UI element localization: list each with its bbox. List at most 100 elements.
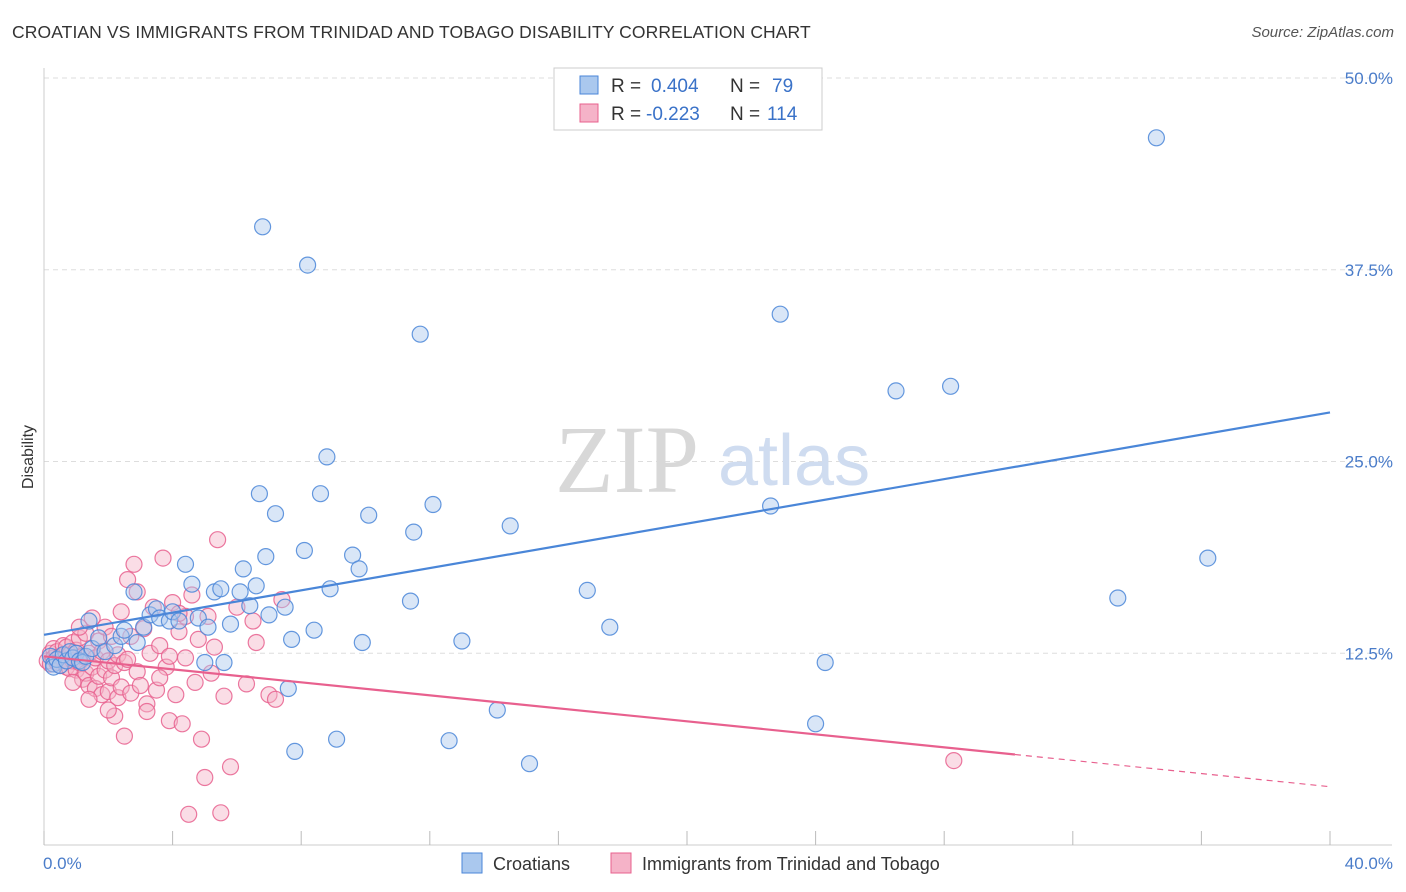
trinidad-point-91 — [99, 701, 117, 719]
series-croatians-points — [41, 129, 1217, 773]
trinidad-point-90 — [80, 690, 98, 708]
croatians-point-19 — [115, 621, 134, 639]
croatians-point-55 — [318, 448, 336, 466]
croatians-point-67 — [453, 632, 471, 650]
croatians-point-59 — [350, 560, 368, 578]
trinidad-point-100 — [945, 751, 963, 770]
trinidad-point-95 — [205, 638, 223, 656]
trinidad-point-85 — [212, 804, 230, 822]
croatians-point-37 — [221, 615, 240, 633]
croatians-point-61 — [360, 506, 378, 524]
croatians-point-28 — [170, 612, 188, 630]
croatians-point-32 — [196, 653, 214, 672]
croatians-point-48 — [279, 679, 297, 698]
croatians-point-21 — [128, 633, 146, 652]
y-axis-title: Disability — [20, 425, 37, 489]
croatians-point-65 — [424, 495, 442, 514]
croatians-point-58 — [344, 546, 362, 564]
trinidad-point-48 — [115, 727, 134, 745]
legend-box — [553, 67, 823, 131]
croatians-point-52 — [299, 256, 317, 274]
axes — [43, 68, 1392, 846]
croatians-point-75 — [806, 715, 825, 733]
croatians-point-64 — [411, 325, 429, 343]
croatians-point-45 — [260, 606, 278, 624]
x-tick-label-max: 40.0% — [1345, 854, 1393, 873]
croatians-point-13 — [80, 612, 98, 630]
croatians-point-80 — [1147, 129, 1166, 147]
watermark-atlas: atlas — [718, 421, 870, 501]
croatians-point-60 — [353, 633, 371, 652]
croatians-point-63 — [401, 592, 420, 610]
croatians-point-49 — [283, 630, 301, 649]
croatians-point-35 — [212, 580, 230, 598]
bottom-legend-swatch-croatians — [461, 852, 483, 874]
trinidad-point-44 — [109, 689, 127, 707]
trinidad-point-92 — [122, 627, 140, 646]
trinidad-point-42 — [106, 707, 124, 725]
croatians-point-29 — [176, 555, 195, 573]
trinidad-point-60 — [151, 636, 169, 655]
trinidad-point-68 — [176, 649, 195, 667]
croatians-point-20 — [125, 583, 143, 601]
trinidad-point-32 — [90, 667, 108, 685]
trinidad-point-96 — [244, 612, 262, 630]
croatians-point-36 — [215, 653, 233, 672]
croatians-point-79 — [1109, 589, 1127, 607]
croatians-point-73 — [761, 497, 780, 515]
croatians-point-57 — [328, 730, 346, 748]
legend-r-label-blue: R = — [611, 76, 641, 97]
trinidad-point-46 — [112, 678, 130, 696]
croatians-point-40 — [241, 597, 259, 615]
chart-title: CROATIAN VS IMMIGRANTS FROM TRINIDAD AND… — [12, 22, 811, 42]
croatians-point-46 — [266, 505, 285, 523]
legend-r-value-pink: -0.223 — [646, 104, 700, 125]
trinidad-point-77 — [209, 531, 227, 549]
trinidad-point-86 — [138, 702, 156, 721]
bottom-legend-label-croatians: Croatians — [493, 854, 570, 874]
trinidad-point-89 — [160, 647, 178, 665]
croatians-point-15 — [90, 629, 108, 647]
croatians-point-33 — [199, 618, 217, 636]
legend-n-label-blue: N = — [730, 76, 760, 97]
trinidad-point-82 — [247, 633, 265, 652]
y-tick-label-2: 37.5% — [1345, 261, 1393, 280]
legend-swatch-pink — [579, 103, 599, 123]
croatians-point-70 — [520, 755, 539, 773]
trinidad-point-45 — [112, 603, 130, 621]
croatians-point-71 — [578, 581, 596, 600]
series-trinidad-points — [38, 531, 963, 823]
legend: R = 0.404 N = 79 R = -0.223 N = 114 — [553, 67, 823, 131]
croatians-point-62 — [405, 523, 423, 541]
trinidad-point-67 — [173, 715, 191, 733]
croatians-point-74 — [771, 305, 789, 323]
croatians-point-30 — [183, 575, 201, 593]
croatians-point-76 — [816, 653, 834, 672]
croatians-point-44 — [257, 547, 275, 566]
croatians-point-41 — [247, 577, 265, 595]
trinidad-point-74 — [196, 768, 214, 787]
trinidad-point-97 — [266, 690, 285, 708]
y-tick-label-1: 25.0% — [1345, 453, 1393, 472]
croatians-point-16 — [96, 643, 114, 661]
croatians-point-38 — [231, 583, 249, 601]
croatians-point-14 — [83, 639, 101, 658]
bottom-legend: Croatians Immigrants from Trinidad and T… — [461, 852, 940, 874]
legend-r-value-blue: 0.404 — [651, 76, 699, 97]
croatians-trend-line — [43, 411, 1331, 636]
trinidad-point-54 — [131, 676, 149, 695]
legend-n-value-blue: 79 — [772, 76, 793, 97]
bottom-legend-swatch-trinidad — [610, 852, 632, 874]
bottom-legend-label-trinidad: Immigrants from Trinidad and Tobago — [642, 854, 940, 874]
croatians-point-81 — [1199, 549, 1217, 567]
trinidad-point-38 — [99, 682, 117, 701]
croatians-point-78 — [941, 377, 960, 395]
croatians-point-72 — [601, 618, 619, 636]
trinidad-point-99 — [64, 673, 82, 692]
trinidad-point-72 — [189, 630, 207, 649]
croatians-point-47 — [276, 598, 294, 616]
croatians-point-51 — [295, 541, 313, 560]
croatians-point-66 — [440, 732, 458, 750]
legend-swatch-blue — [579, 75, 599, 95]
